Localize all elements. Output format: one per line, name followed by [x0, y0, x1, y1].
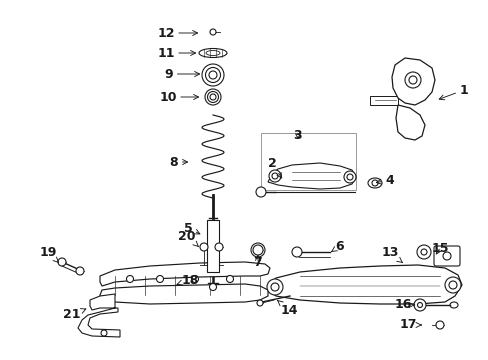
Text: 21: 21: [63, 309, 85, 321]
Circle shape: [266, 279, 283, 295]
Text: 20: 20: [178, 230, 198, 247]
Circle shape: [268, 170, 281, 182]
Circle shape: [101, 330, 107, 336]
Text: 16: 16: [393, 298, 414, 311]
Text: 8: 8: [169, 156, 187, 168]
Circle shape: [404, 72, 420, 88]
Circle shape: [444, 277, 460, 293]
Ellipse shape: [449, 302, 457, 308]
Circle shape: [435, 321, 443, 329]
Text: 3: 3: [293, 129, 302, 141]
Ellipse shape: [205, 50, 220, 55]
Circle shape: [209, 29, 216, 35]
Circle shape: [413, 299, 425, 311]
Text: 2: 2: [267, 157, 281, 178]
Text: 1: 1: [438, 84, 468, 100]
Circle shape: [191, 275, 198, 283]
Circle shape: [58, 258, 66, 266]
Polygon shape: [78, 294, 120, 337]
Circle shape: [76, 267, 84, 275]
Text: 17: 17: [398, 319, 420, 332]
Circle shape: [156, 275, 163, 283]
Circle shape: [200, 243, 207, 251]
Text: 12: 12: [157, 27, 197, 40]
Text: 15: 15: [430, 242, 448, 255]
Ellipse shape: [199, 49, 226, 58]
Circle shape: [291, 247, 302, 257]
Polygon shape: [100, 262, 269, 286]
Text: 9: 9: [164, 68, 199, 81]
Ellipse shape: [367, 178, 381, 188]
Circle shape: [226, 275, 233, 283]
Circle shape: [416, 245, 430, 259]
Circle shape: [252, 245, 263, 255]
Text: 5: 5: [183, 221, 200, 234]
Text: 11: 11: [157, 46, 195, 59]
Text: 14: 14: [277, 301, 297, 316]
Polygon shape: [100, 284, 267, 304]
Text: 10: 10: [159, 90, 198, 104]
FancyBboxPatch shape: [206, 220, 219, 272]
Text: 7: 7: [253, 255, 262, 269]
FancyBboxPatch shape: [433, 246, 459, 266]
Polygon shape: [267, 265, 461, 304]
Circle shape: [209, 284, 216, 291]
Polygon shape: [395, 105, 424, 140]
Circle shape: [126, 275, 133, 283]
Text: 19: 19: [39, 246, 59, 262]
Circle shape: [256, 187, 265, 197]
Text: 4: 4: [376, 174, 393, 186]
Circle shape: [442, 252, 450, 260]
Polygon shape: [369, 96, 397, 105]
Text: 18: 18: [177, 274, 198, 287]
Polygon shape: [391, 58, 434, 105]
Circle shape: [343, 171, 355, 183]
Text: 13: 13: [381, 247, 402, 263]
Text: 6: 6: [331, 239, 344, 252]
Circle shape: [257, 300, 263, 306]
Circle shape: [202, 64, 224, 86]
Circle shape: [215, 243, 223, 251]
Polygon shape: [267, 163, 355, 189]
Circle shape: [204, 89, 221, 105]
